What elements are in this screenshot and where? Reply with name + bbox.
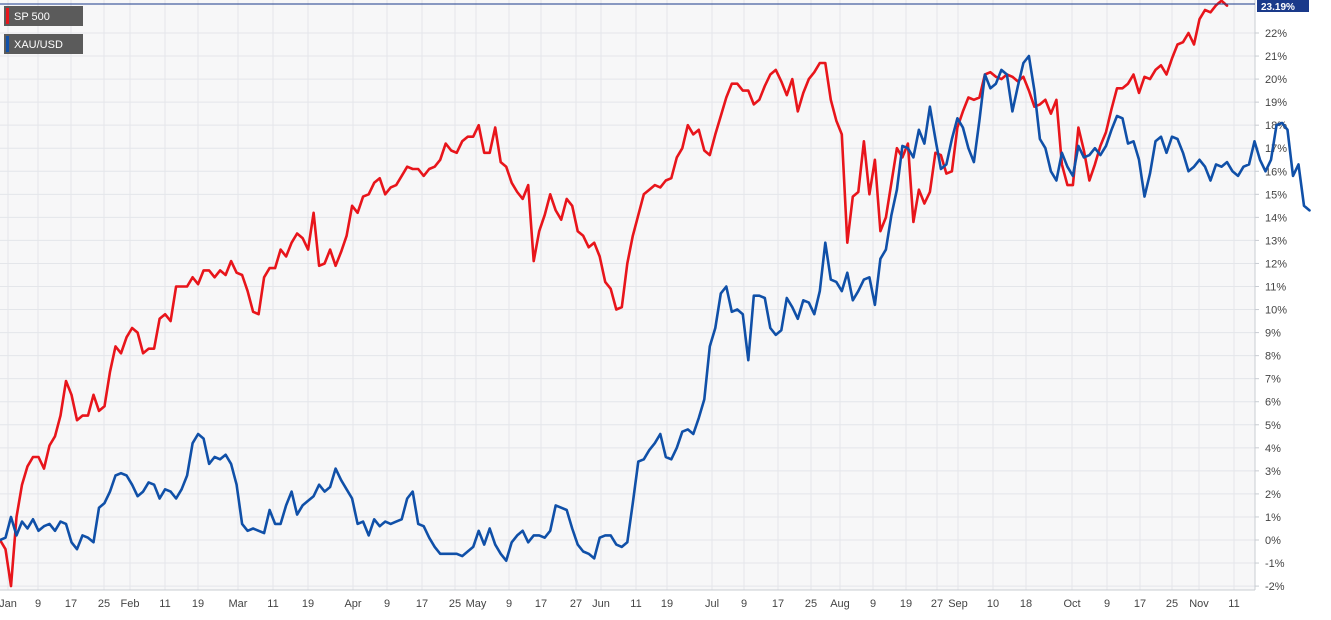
x-tick-label: 17 bbox=[535, 598, 547, 610]
x-tick-label: Jan bbox=[0, 598, 17, 610]
x-tick-label: 11 bbox=[1228, 598, 1239, 610]
x-tick-label: 25 bbox=[805, 598, 817, 610]
x-tick-label: 9 bbox=[506, 598, 512, 610]
x-tick-label: 9 bbox=[741, 598, 747, 610]
y-tick-label: 17% bbox=[1265, 143, 1287, 155]
x-tick-label: 19 bbox=[900, 598, 912, 610]
x-tick-label: Aug bbox=[830, 598, 850, 610]
x-tick-label: 19 bbox=[302, 598, 314, 610]
legend-item-xau-usd[interactable]: XAU/USD bbox=[4, 34, 83, 54]
x-tick-label: 10 bbox=[987, 598, 999, 610]
y-tick-label: 19% bbox=[1265, 97, 1287, 109]
y-tick-label: 20% bbox=[1265, 74, 1287, 86]
last-value-label: 23.19% bbox=[1261, 2, 1295, 13]
y-tick-label: 21% bbox=[1265, 51, 1287, 63]
y-tick-label: 4% bbox=[1265, 443, 1281, 455]
y-tick-label: 12% bbox=[1265, 258, 1287, 270]
x-tick-label: 25 bbox=[1166, 598, 1178, 610]
y-tick-label: 0% bbox=[1265, 535, 1281, 547]
x-tick-label: 25 bbox=[449, 598, 461, 610]
legend-color-swatch bbox=[6, 8, 9, 24]
x-tick-label: Nov bbox=[1189, 598, 1209, 610]
y-axis: -2% -1% 0% 1% 2% 3% 4% 5% 6% 7% 8% 9% 10% 11% 12% 13% 14… bbox=[1254, 0, 1287, 593]
y-tick-label: 1% bbox=[1265, 512, 1281, 524]
legend-item-label: SP 500 bbox=[14, 11, 50, 23]
x-tick-label: 17 bbox=[65, 598, 77, 610]
x-tick-label: 11 bbox=[630, 598, 641, 610]
x-tick-label: Oct bbox=[1063, 598, 1080, 610]
legend-item-bg bbox=[4, 6, 83, 26]
y-tick-label: 11% bbox=[1265, 282, 1286, 294]
legend-color-swatch bbox=[6, 36, 9, 52]
series-lines bbox=[0, 0, 1311, 588]
gridlines bbox=[0, 0, 1255, 590]
x-tick-label: 9 bbox=[384, 598, 390, 610]
last-value-badge: 23.19% bbox=[1257, 0, 1309, 13]
y-tick-label: 14% bbox=[1265, 212, 1287, 224]
y-tick-label: 10% bbox=[1265, 305, 1287, 317]
x-tick-label: 27 bbox=[931, 598, 943, 610]
x-tick-label: 11 bbox=[267, 598, 278, 610]
y-tick-label: 2% bbox=[1265, 489, 1281, 501]
y-tick-label: -2% bbox=[1265, 581, 1285, 593]
x-tick-label: 18 bbox=[1020, 598, 1032, 610]
y-tick-label: 3% bbox=[1265, 466, 1281, 478]
x-tick-label: 17 bbox=[1134, 598, 1146, 610]
x-tick-label: 25 bbox=[98, 598, 110, 610]
x-tick-label: Mar bbox=[229, 598, 248, 610]
x-tick-label: 17 bbox=[772, 598, 784, 610]
legend-item-label: XAU/USD bbox=[14, 39, 63, 51]
x-tick-label: 17 bbox=[416, 598, 428, 610]
y-tick-label: -1% bbox=[1265, 558, 1285, 570]
y-tick-label: 7% bbox=[1265, 374, 1281, 386]
x-tick-label: Apr bbox=[344, 598, 361, 610]
x-axis: Jan 9 17 25 Feb 11 19 Mar 11 19 Apr 9 17 25 May 9 17 27 Ju… bbox=[0, 589, 1255, 610]
x-tick-label: 9 bbox=[870, 598, 876, 610]
y-tick-label: 15% bbox=[1265, 189, 1287, 201]
legend-item-sp-500[interactable]: SP 500 bbox=[4, 6, 83, 26]
plot-background bbox=[0, 0, 1255, 590]
x-tick-label: 19 bbox=[661, 598, 673, 610]
x-tick-label: 9 bbox=[35, 598, 41, 610]
x-tick-label: Feb bbox=[121, 598, 140, 610]
y-tick-label: 6% bbox=[1265, 397, 1281, 409]
y-tick-label: 8% bbox=[1265, 351, 1281, 363]
last-value-badge-bg bbox=[1257, 0, 1309, 12]
x-tick-label: Jun bbox=[592, 598, 610, 610]
y-tick-label: 22% bbox=[1265, 28, 1287, 40]
x-tick-label: 9 bbox=[1104, 598, 1110, 610]
x-tick-label: 27 bbox=[570, 598, 582, 610]
x-tick-label: May bbox=[466, 598, 487, 610]
series-line-sp-500 bbox=[0, 0, 1229, 588]
legend-item-bg bbox=[4, 34, 83, 54]
x-tick-label: Sep bbox=[948, 598, 968, 610]
x-tick-label: 19 bbox=[192, 598, 204, 610]
x-tick-label: 11 bbox=[159, 598, 170, 610]
series-line-xau-usd bbox=[0, 54, 1311, 563]
x-tick-label: Jul bbox=[705, 598, 719, 610]
y-tick-label: 9% bbox=[1265, 328, 1281, 340]
legend[interactable]: SP 500 XAU/USD bbox=[4, 6, 83, 54]
y-tick-label: 5% bbox=[1265, 420, 1281, 432]
y-tick-label: 16% bbox=[1265, 166, 1287, 178]
y-tick-label: 13% bbox=[1265, 235, 1287, 247]
